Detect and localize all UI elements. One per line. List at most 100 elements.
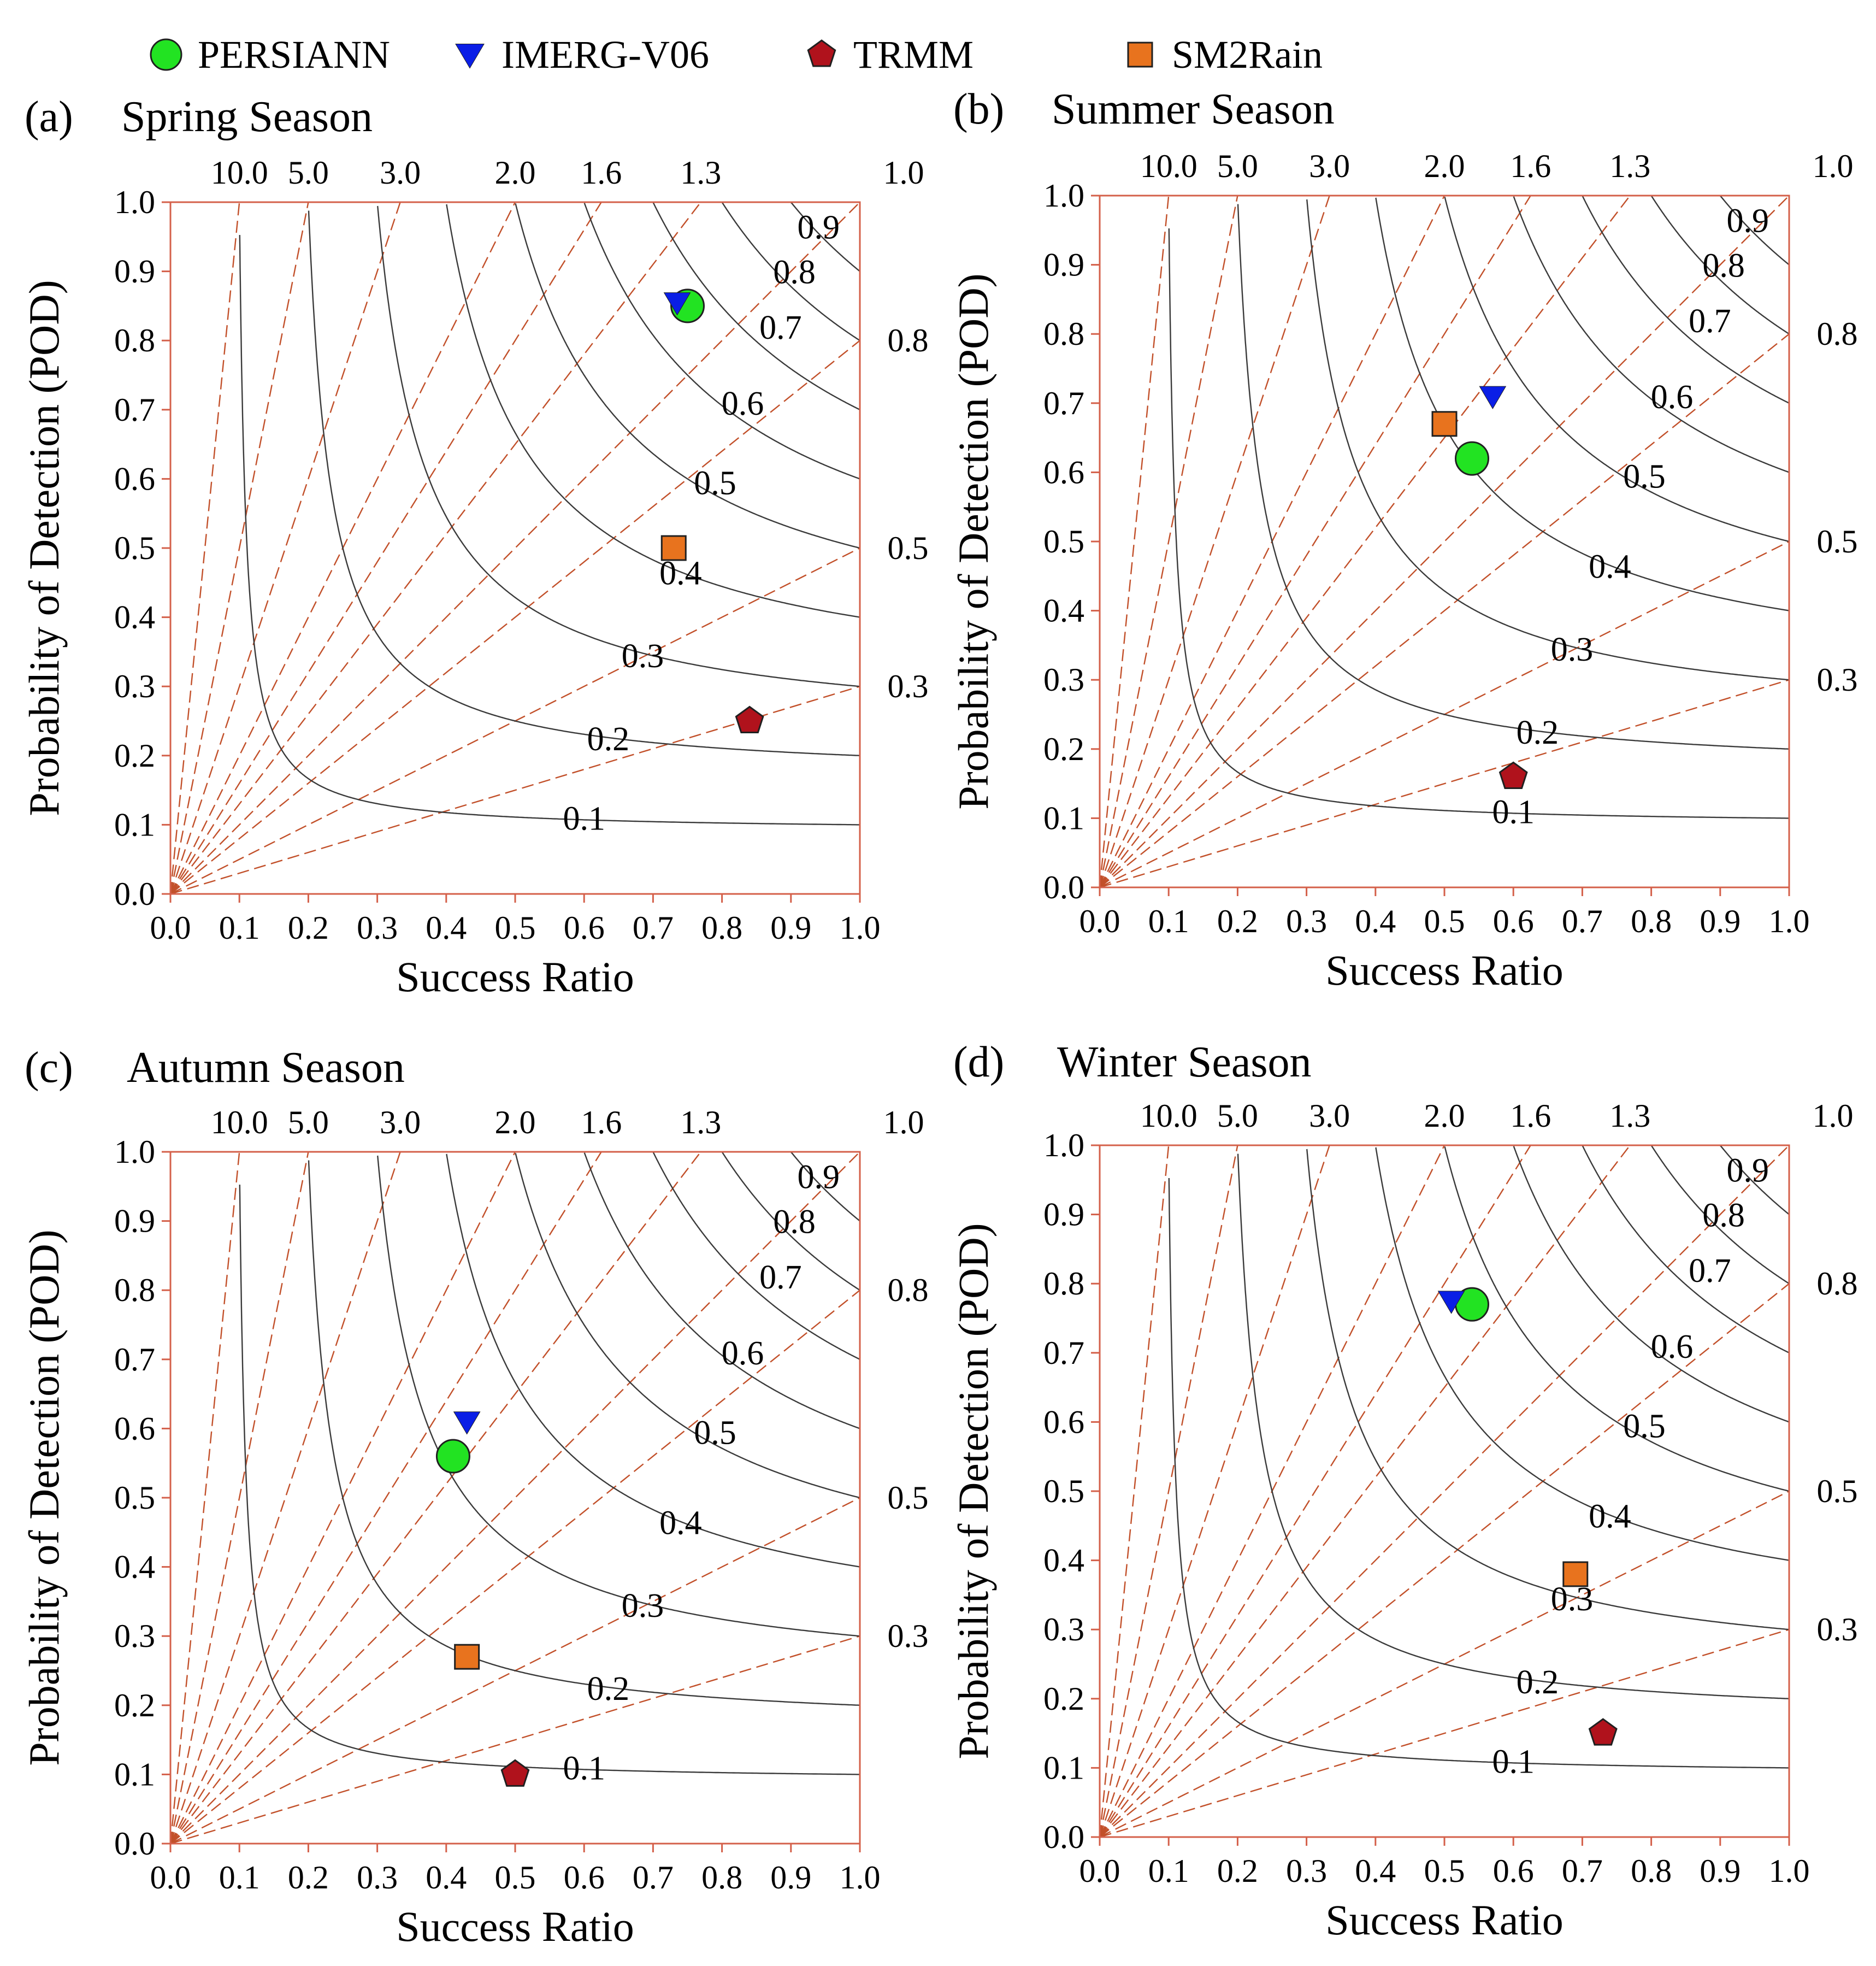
bias-label-top: 1.6 bbox=[581, 1104, 622, 1140]
x-tick-label: 0.8 bbox=[701, 1859, 742, 1896]
bias-label-top: 5.0 bbox=[1217, 148, 1258, 184]
csi-label: 0.8 bbox=[773, 254, 816, 291]
y-tick-label: 0.4 bbox=[114, 1549, 155, 1585]
csi-label: 0.6 bbox=[1651, 379, 1694, 416]
bias-label-top: 1.0 bbox=[1813, 148, 1854, 184]
bias-label-top: 1.6 bbox=[1510, 1098, 1551, 1134]
y-tick-label: 0.4 bbox=[1043, 593, 1084, 629]
y-tick-label: 0.0 bbox=[1043, 1819, 1084, 1855]
y-axis-title: Probability of Detection (POD) bbox=[20, 280, 68, 816]
y-tick-label: 0.6 bbox=[114, 1410, 155, 1446]
bias-lines bbox=[1100, 1145, 1789, 1837]
point-imerg-v06 bbox=[453, 1411, 481, 1435]
x-tick-label: 0.7 bbox=[633, 910, 674, 946]
legend-marker-imerg-v06 bbox=[455, 44, 485, 69]
x-tick-label: 0.6 bbox=[564, 910, 605, 946]
bias-line-5 bbox=[1100, 1145, 1238, 1837]
x-tick-label: 0.9 bbox=[1700, 903, 1741, 939]
csi-lines bbox=[1168, 1145, 1789, 1769]
csi-line-0.9 bbox=[790, 1152, 860, 1222]
x-tick-label: 0.9 bbox=[770, 910, 811, 946]
bias-label-right: 0.8 bbox=[1817, 316, 1858, 352]
bias-label-top: 1.3 bbox=[1609, 148, 1650, 184]
y-tick-label: 0.2 bbox=[1043, 1681, 1084, 1717]
csi-label: 0.2 bbox=[587, 1670, 630, 1708]
x-tick-label: 0.4 bbox=[426, 910, 467, 946]
bias-label-right: 0.5 bbox=[1817, 1473, 1858, 1509]
bias-label-top: 10.0 bbox=[1140, 1098, 1197, 1134]
csi-line-0.4 bbox=[1375, 197, 1789, 611]
x-tick-label: 0.7 bbox=[633, 1859, 674, 1896]
point-trmm bbox=[1588, 1718, 1618, 1746]
csi-line-0.4 bbox=[446, 1153, 860, 1568]
y-tick-label: 0.6 bbox=[114, 461, 155, 497]
bias-line-0.8 bbox=[170, 1290, 860, 1844]
x-tick-label: 0.4 bbox=[426, 1859, 467, 1896]
bias-label-top: 1.3 bbox=[680, 155, 721, 191]
y-tick-label: 0.7 bbox=[114, 1341, 155, 1378]
bias-lines bbox=[1100, 196, 1789, 887]
x-axis-title: Success Ratio bbox=[396, 953, 634, 1000]
bias-label-right: 0.8 bbox=[888, 322, 929, 358]
y-tick-label: 0.8 bbox=[114, 1272, 155, 1308]
csi-lines bbox=[239, 202, 860, 826]
csi-label: 0.7 bbox=[1689, 303, 1731, 340]
bias-line-0.8 bbox=[1100, 333, 1789, 887]
y-tick-label: 0.0 bbox=[114, 1826, 155, 1862]
point-persiann bbox=[1454, 441, 1489, 476]
y-axis-title: Probability of Detection (POD) bbox=[949, 1223, 997, 1759]
bias-label-top: 1.3 bbox=[1609, 1098, 1650, 1134]
y-tick-label: 0.2 bbox=[1043, 731, 1084, 767]
bias-label-top: 3.0 bbox=[1309, 1098, 1350, 1134]
y-tick-label: 0.3 bbox=[1043, 1611, 1084, 1647]
x-tick-label: 1.0 bbox=[840, 910, 881, 946]
csi-label: 0.1 bbox=[1492, 1744, 1535, 1781]
legend-label-persiann: PERSIANN bbox=[198, 33, 390, 76]
legend-label-sm2rain: SM2Rain bbox=[1172, 33, 1323, 76]
legend-label-trmm: TRMM bbox=[853, 33, 974, 76]
panel-title: Spring Season bbox=[121, 93, 373, 141]
y-tick-label: 1.0 bbox=[114, 184, 155, 220]
bias-label-right: 0.3 bbox=[1817, 1611, 1858, 1647]
y-tick-label: 0.3 bbox=[114, 1618, 155, 1654]
x-tick-label: 0.7 bbox=[1562, 903, 1603, 939]
x-tick-label: 0.4 bbox=[1355, 903, 1396, 939]
bias-label-right: 0.5 bbox=[1817, 523, 1858, 560]
csi-lines bbox=[239, 1152, 860, 1775]
csi-label: 0.5 bbox=[1623, 458, 1666, 496]
bias-label-top: 5.0 bbox=[1217, 1098, 1258, 1134]
x-axis-title: Success Ratio bbox=[1325, 1896, 1563, 1944]
csi-label: 0.8 bbox=[1702, 1197, 1745, 1234]
bias-line-1.6 bbox=[1100, 196, 1531, 887]
x-tick-label: 0.0 bbox=[1079, 1853, 1120, 1889]
csi-label: 0.3 bbox=[622, 1587, 664, 1624]
x-tick-label: 0.7 bbox=[1562, 1853, 1603, 1889]
bias-lines bbox=[170, 202, 860, 894]
x-tick-label: 0.6 bbox=[1493, 903, 1534, 939]
bias-label-top: 1.0 bbox=[1813, 1098, 1854, 1134]
bias-line-1 bbox=[170, 202, 860, 894]
y-tick-label: 0.1 bbox=[1043, 800, 1084, 836]
csi-line-0.2 bbox=[308, 1160, 860, 1706]
bias-line-5 bbox=[170, 202, 309, 894]
bias-line-5 bbox=[170, 1152, 309, 1844]
bias-line-3 bbox=[170, 1152, 401, 1844]
bias-label-right: 0.5 bbox=[888, 530, 929, 566]
y-tick-label: 0.5 bbox=[1043, 1473, 1084, 1509]
bias-lines bbox=[170, 1152, 860, 1844]
x-tick-label: 1.0 bbox=[1769, 903, 1810, 939]
y-tick-label: 1.0 bbox=[1043, 1127, 1084, 1163]
x-tick-label: 0.3 bbox=[1286, 1853, 1327, 1889]
x-tick-label: 0.5 bbox=[495, 910, 536, 946]
bias-label-top: 2.0 bbox=[495, 155, 536, 191]
point-imerg-v06 bbox=[663, 292, 691, 316]
point-sm2rain bbox=[1562, 1561, 1589, 1587]
y-axis-title: Probability of Detection (POD) bbox=[949, 273, 997, 809]
csi-label: 0.7 bbox=[759, 1259, 802, 1296]
x-tick-label: 0.0 bbox=[150, 910, 191, 946]
bias-label-top: 1.6 bbox=[581, 155, 622, 191]
x-tick-label: 0.5 bbox=[1424, 1853, 1465, 1889]
x-tick-label: 0.1 bbox=[219, 910, 260, 946]
csi-label: 0.6 bbox=[722, 385, 764, 422]
y-tick-label: 0.1 bbox=[114, 1756, 155, 1792]
